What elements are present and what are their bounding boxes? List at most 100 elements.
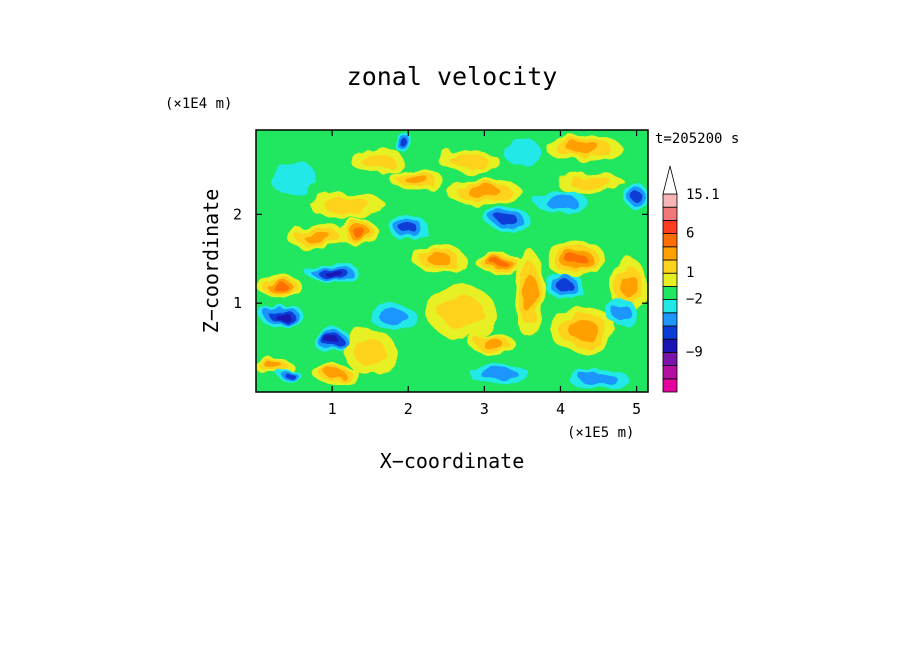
contour-band: [497, 214, 518, 224]
chart-title: zonal velocity: [347, 62, 558, 91]
contour-band: [503, 138, 542, 166]
colorbar-swatch: [662, 325, 678, 340]
contour-blob: [343, 329, 397, 375]
contour-band: [523, 274, 537, 315]
colorbar-swatch: [662, 378, 678, 393]
contour-band: [325, 336, 339, 345]
colorbar-swatch: [662, 193, 678, 208]
contour-blob: [545, 272, 584, 299]
contour-band: [322, 268, 342, 276]
y-axis-label: Z−coordinate: [199, 189, 223, 334]
contour-blob: [370, 303, 416, 330]
contour-band: [480, 368, 519, 380]
x-axis-label: X−coordinate: [380, 449, 525, 473]
contour-blob: [625, 183, 648, 210]
contour-blob: [568, 369, 629, 388]
contour-blob: [469, 332, 515, 354]
contour-blob: [545, 241, 607, 277]
contour-band: [271, 161, 317, 197]
contour-blob: [305, 261, 359, 283]
plot-frame: [255, 129, 649, 393]
contour-band: [569, 176, 612, 190]
colorbar-extend-arrow: [662, 165, 678, 195]
contour-band: [399, 221, 417, 234]
contour-blob: [395, 132, 414, 154]
contour-band: [323, 197, 371, 214]
contour-band: [440, 295, 483, 329]
contour-blob: [549, 307, 618, 353]
contour-field: [256, 132, 648, 388]
contour-blob: [256, 274, 302, 297]
x-tick-label: 1: [328, 400, 337, 418]
contour-blob: [476, 252, 523, 274]
x-tick-label: 3: [480, 400, 489, 418]
colorbar-swatch: [662, 272, 678, 287]
contour-blob: [514, 249, 546, 339]
contour-band: [266, 363, 284, 372]
colorbar-label: 1: [686, 265, 694, 281]
colorbar-swatch: [662, 312, 678, 327]
contour-band: [481, 338, 503, 348]
colorbar-swatch: [662, 299, 678, 314]
contour-band: [611, 303, 631, 321]
contour-band: [579, 373, 618, 385]
contour-band: [555, 279, 573, 292]
plot-area: [256, 130, 648, 392]
x-tick-label: 2: [404, 400, 413, 418]
contour-band: [404, 174, 428, 184]
contour-band: [353, 338, 387, 366]
contour-blob: [313, 365, 359, 384]
contour-band: [352, 227, 366, 237]
y-tick-label: 1: [233, 294, 242, 312]
contour-blob: [503, 138, 542, 166]
y-axis: 12: [233, 205, 648, 312]
contour-band: [285, 373, 296, 379]
contour-band: [325, 370, 347, 379]
contour-blob: [313, 328, 352, 353]
contour-band: [426, 252, 451, 265]
x-tick-label: 5: [632, 400, 641, 418]
time-label: t=205200 s: [655, 131, 739, 147]
contour-blob: [286, 223, 348, 250]
colorbar-label: −9: [686, 344, 703, 360]
colorbar-label: 15.1: [686, 187, 720, 203]
contour-band: [544, 194, 577, 208]
contour-band: [274, 312, 291, 321]
x-axis: 1 2 3 4 5: [328, 130, 641, 418]
contour-blob: [427, 285, 496, 339]
contour-blob: [351, 147, 405, 175]
contour-blob: [309, 192, 386, 219]
contour-band: [303, 230, 331, 243]
contour-band: [631, 190, 642, 203]
contour-blob: [609, 258, 648, 313]
contour-band: [566, 141, 601, 154]
contour-blob: [389, 168, 443, 190]
contour-blob: [606, 298, 637, 326]
contour-band: [568, 319, 599, 340]
contour-blob: [259, 305, 306, 328]
colorbar-swatch: [662, 365, 678, 380]
contour-band: [400, 138, 409, 149]
contour-blob: [545, 134, 622, 162]
colorbar-swatch: [662, 285, 678, 300]
contour-band: [378, 308, 408, 325]
contour-blob: [412, 245, 466, 273]
contour-band: [270, 281, 287, 290]
contour-band: [467, 186, 502, 199]
contour-blob: [533, 190, 588, 212]
colorbar-swatch: [662, 206, 678, 221]
colorbar-label: −2: [686, 292, 703, 308]
contour-blob: [438, 150, 500, 172]
contour-blob: [339, 218, 378, 246]
contour-band: [361, 152, 395, 170]
contour-band: [620, 273, 638, 298]
contour-blob: [389, 214, 428, 242]
x-scale-label: (×1E5 m): [567, 425, 634, 441]
colorbar-swatch: [662, 259, 678, 274]
y-scale-label: (×1E4 m): [165, 96, 232, 112]
contour-band: [565, 252, 587, 265]
colorbar-swatch: [662, 219, 678, 234]
colorbar-swatch: [662, 338, 678, 353]
contour-blob: [271, 161, 317, 197]
